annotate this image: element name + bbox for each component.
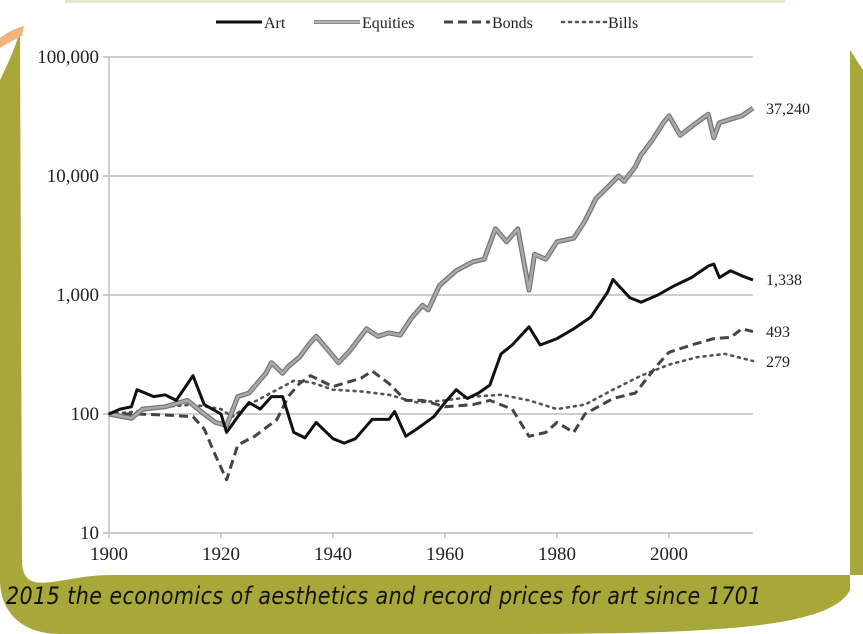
end-label-equities: 37,240	[766, 101, 810, 118]
end-labels: 1,338 37,240 493 279	[766, 101, 810, 371]
x-tick-label: 1940	[314, 544, 352, 565]
y-tick-label: 100	[71, 404, 100, 425]
x-tick-label: 1960	[426, 544, 464, 565]
legend-item-art: Art	[216, 15, 286, 32]
series-lines	[107, 105, 755, 482]
y-tick-label: 1,000	[56, 285, 99, 306]
legend-label-bonds: Bonds	[492, 15, 533, 32]
legend-label-art: Art	[264, 15, 286, 32]
end-label-bills: 279	[766, 354, 790, 371]
legend-label-bills: Bills	[608, 15, 638, 32]
x-tick-label: 2000	[650, 544, 688, 565]
x-tick-label: 1900	[90, 544, 128, 565]
grid-lines	[109, 56, 753, 415]
x-tick-labels: 1900 1920 1940 1960 1980 2000	[90, 544, 688, 565]
caption-text: 2015 the economics of aesthetics and rec…	[6, 582, 762, 610]
legend: Art Equities Bonds Bills	[216, 15, 638, 32]
y-tick-label: 10,000	[47, 166, 99, 187]
legend-item-equities: Equities	[314, 15, 414, 32]
y-tick-labels: 10 100 1,000 10,000 100,000	[37, 47, 99, 544]
end-label-art: 1,338	[766, 272, 802, 289]
x-tick-label: 1980	[538, 544, 576, 565]
legend-item-bonds: Bonds	[444, 15, 533, 32]
axes	[103, 56, 753, 538]
y-tick-label: 100,000	[37, 47, 99, 68]
series-equities-line	[108, 106, 754, 427]
series-art-line	[108, 262, 754, 445]
top-border	[65, 0, 785, 3]
series-equities-outline	[108, 105, 755, 428]
series-bonds-line	[109, 327, 754, 482]
x-tick-label: 1920	[202, 544, 240, 565]
series-bills-line	[107, 352, 755, 418]
end-label-bonds: 493	[766, 324, 790, 341]
legend-label-equities: Equities	[362, 15, 414, 32]
y-tick-label: 10	[80, 523, 99, 544]
legend-item-bills: Bills	[560, 15, 638, 32]
peach-swoosh	[0, 26, 24, 48]
